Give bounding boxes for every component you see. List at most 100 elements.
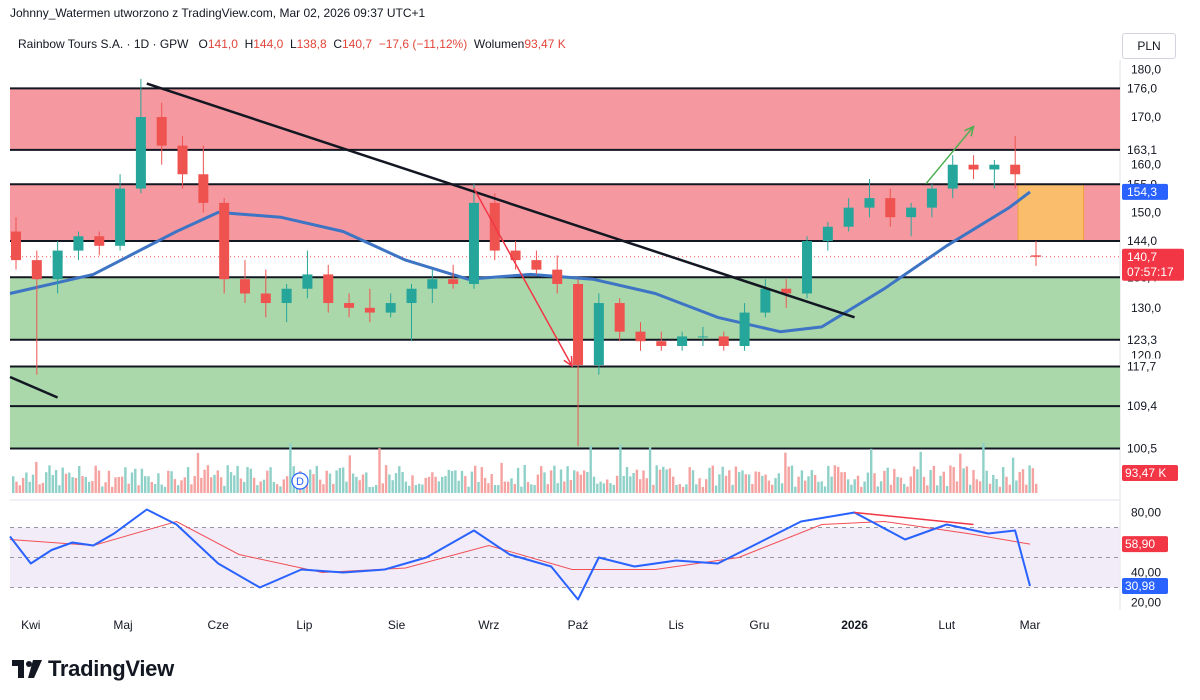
volume-bar [672, 476, 675, 493]
candle-body-0 [11, 231, 21, 261]
volume-bar [153, 483, 157, 493]
volume-bar [1015, 480, 1018, 493]
candle-body-29 [614, 303, 625, 332]
candle-body-44 [926, 188, 937, 208]
drawings-layer [9, 82, 975, 399]
volume-bar [196, 452, 200, 493]
volume-bar [1035, 483, 1038, 493]
volume-bar [487, 483, 490, 493]
volume-bar [1005, 476, 1008, 493]
volume-bar [520, 486, 523, 493]
candle-body-13 [281, 288, 292, 304]
volume-bar [889, 484, 893, 493]
volume-bar [556, 483, 559, 493]
rsi-ma-badge-bg [1122, 536, 1168, 553]
price-tick-3: 150,0 [1131, 205, 1161, 219]
volume-bar [919, 451, 922, 493]
zones-layer [10, 88, 1120, 449]
candle-body-20 [427, 279, 438, 289]
volume-bar [163, 486, 167, 493]
volume-bar [1011, 457, 1015, 493]
volume-bar [774, 478, 777, 493]
volume-bar [648, 447, 652, 493]
volume-bar [840, 472, 843, 493]
volume-bar [695, 484, 698, 493]
volume-bar [285, 476, 289, 493]
volume-bar [942, 471, 945, 493]
volume-bar [190, 484, 193, 493]
volume-bar [177, 485, 180, 493]
volume-bar [606, 479, 609, 493]
volume-bar [576, 471, 579, 493]
volume-bar [173, 479, 177, 493]
symbol-name[interactable]: Rainbow Tours S.A. · 1D · GPW [18, 37, 189, 51]
volume-bar [266, 470, 269, 493]
volume-badge: 93,47 K [1125, 466, 1166, 480]
volume-bar [945, 485, 949, 493]
volume-bar [573, 470, 576, 493]
candle-body-46 [968, 164, 979, 170]
rsi-tick-1: 40,00 [1131, 566, 1161, 580]
volume-bar [761, 475, 764, 493]
volume-bar [358, 480, 361, 493]
volume-bar [876, 486, 879, 493]
time-label-4: Sie [388, 618, 406, 632]
volume-bar [546, 484, 549, 493]
volume-bar [513, 484, 516, 493]
volume-bar [903, 483, 906, 493]
last-price-badge: 140,7 [1127, 250, 1157, 264]
volume-bar [276, 484, 279, 493]
volume-bar [843, 472, 846, 493]
volume-bar [1008, 484, 1011, 493]
candle-body-5 [115, 188, 126, 246]
volume-bar [681, 486, 685, 493]
candle-body-43 [906, 207, 917, 218]
volume-bar [559, 469, 563, 493]
volume-bar [457, 480, 460, 493]
volume-bar [124, 467, 127, 493]
candle-body-17 [364, 307, 375, 313]
volume-bar [355, 476, 358, 493]
time-axis: Kwi Maj Cze Lip Sie Wrz Paź Lis Gru 2026 Lut Mar [21, 618, 1040, 632]
rsi-line [9, 508, 1031, 601]
candle-body-8 [177, 145, 188, 175]
volume-bar [206, 465, 210, 493]
volume-bar [596, 483, 599, 493]
volume-bar [74, 477, 78, 493]
volume-bar [533, 484, 536, 493]
volume-bar [751, 483, 754, 493]
volume-bar [642, 470, 645, 493]
candle-body-36 [760, 288, 771, 313]
volume-bar [239, 478, 243, 493]
volume-bar [780, 483, 784, 493]
volume-bar [219, 477, 223, 493]
volume-bar [404, 481, 408, 493]
volume-bar [972, 470, 975, 493]
volume-bar [137, 485, 140, 493]
candle-body-12 [260, 293, 271, 304]
volume-bar [975, 479, 978, 493]
volume-bar [41, 482, 45, 493]
price-level-label-5: 123,3 [1127, 333, 1157, 347]
currency-button[interactable]: PLN [1122, 33, 1176, 59]
candle-body-34 [718, 336, 729, 346]
volume-bar [470, 471, 474, 493]
volume-bar [530, 484, 533, 493]
candle-body-24 [510, 250, 521, 261]
volume-bar [1025, 484, 1028, 493]
ma-value-badge: 154,3 [1127, 185, 1157, 199]
volume-bar [955, 481, 959, 493]
zone-support-2 [10, 277, 1120, 340]
candle-body-39 [822, 226, 833, 242]
volume-bar [609, 483, 612, 493]
volume-bar [87, 481, 91, 493]
rsi-divergence-line [854, 511, 974, 526]
price-level-label-3: 144,0 [1127, 234, 1157, 248]
volume-bar [454, 470, 457, 493]
volume-bar [777, 473, 780, 493]
volume-bar [969, 484, 972, 493]
candle-body-21 [448, 279, 459, 284]
volume-bar [731, 484, 734, 493]
